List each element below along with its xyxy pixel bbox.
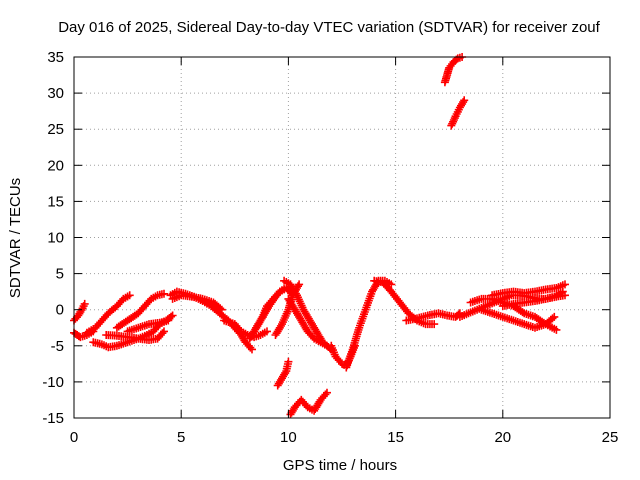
series-arc-5 xyxy=(102,327,168,344)
series-arc-13 xyxy=(252,284,297,332)
series-arc-22 xyxy=(402,309,464,325)
series-arc-3 xyxy=(82,291,134,337)
data-point-markers xyxy=(82,291,134,337)
x-tick-label: 0 xyxy=(70,429,78,446)
data-point-markers xyxy=(477,305,559,332)
y-axis-label: SDTVAR / TECUs xyxy=(7,178,24,298)
data-points xyxy=(70,53,569,419)
data-point-markers xyxy=(273,357,293,390)
data-point-markers xyxy=(252,284,297,332)
data-point-markers xyxy=(215,309,256,354)
y-tick-label: -15 xyxy=(42,410,64,427)
series-arc-6 xyxy=(112,289,168,332)
x-tick-label: 25 xyxy=(602,429,619,446)
data-point-markers xyxy=(123,316,173,336)
series-arc-18 xyxy=(286,388,331,419)
series-arc-15 xyxy=(280,276,327,347)
grid xyxy=(74,57,610,418)
y-tick-label: -5 xyxy=(51,338,64,355)
data-point-markers xyxy=(498,291,569,311)
y-tick-label: 5 xyxy=(56,266,64,283)
series-arc-28 xyxy=(488,280,569,300)
data-point-markers xyxy=(280,276,327,347)
series-arc-17 xyxy=(273,357,293,390)
series-arc-16 xyxy=(284,294,336,354)
x-tick-label: 15 xyxy=(387,429,404,446)
data-point-markers xyxy=(402,309,464,325)
data-point-markers xyxy=(440,53,467,87)
series-arc-1 xyxy=(70,299,89,325)
series-arc-23 xyxy=(440,53,467,87)
data-point-markers xyxy=(447,96,469,130)
data-point-markers xyxy=(488,280,569,300)
y-tick-label: 0 xyxy=(56,302,64,319)
y-tick-label: 30 xyxy=(47,85,64,102)
data-point-markers xyxy=(102,327,168,344)
y-tick-label: -10 xyxy=(42,374,64,391)
y-tick-label: 20 xyxy=(47,157,64,174)
y-ticks: -15 -10 -5 0 5 10 15 20 25 30 35 xyxy=(42,49,610,427)
x-tick-label: 5 xyxy=(177,429,185,446)
chart-title: Day 016 of 2025, Sidereal Day-to-day VTE… xyxy=(58,19,600,36)
data-point-markers xyxy=(168,291,226,314)
series-arc-24 xyxy=(447,96,469,130)
series-arc-10 xyxy=(215,309,256,354)
y-tick-label: 35 xyxy=(47,49,64,66)
data-point-markers xyxy=(284,294,336,354)
y-tick-label: 15 xyxy=(47,193,64,210)
y-tick-label: 10 xyxy=(47,230,64,247)
data-point-markers xyxy=(112,289,168,332)
x-ticks: 0 5 10 15 20 25 xyxy=(70,57,619,446)
x-tick-label: 20 xyxy=(494,429,511,446)
series-arc-7 xyxy=(123,316,173,336)
data-point-markers xyxy=(70,299,89,325)
data-point-markers xyxy=(286,388,331,419)
series-arc-27 xyxy=(477,305,559,332)
series-arc-9 xyxy=(168,291,226,314)
x-tick-label: 10 xyxy=(280,429,297,446)
x-axis-label: GPS time / hours xyxy=(283,457,397,474)
y-tick-label: 25 xyxy=(47,121,64,138)
series-arc-29 xyxy=(498,291,569,311)
